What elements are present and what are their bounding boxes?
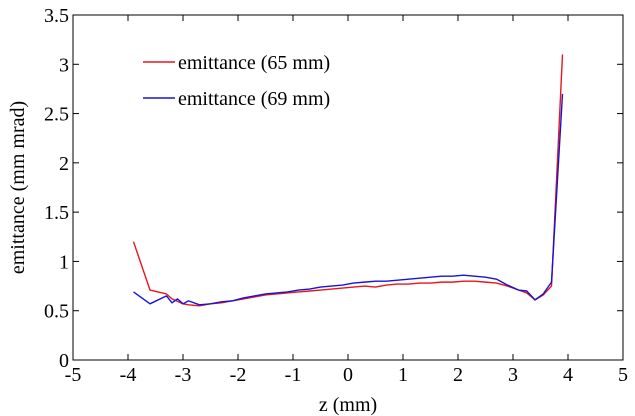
- axes-layer: -5 -4 -3 -2 -1 0 1 2 3 4 5 0 0.5 1 1.5 2 2.5 3 3.5: [44, 5, 628, 386]
- y-tick-label: 0: [59, 350, 69, 372]
- x-tick-label: 3: [508, 364, 518, 386]
- y-tick-label: 2.5: [44, 104, 69, 126]
- x-tick-label: 1: [398, 364, 408, 386]
- plot-frame: [72, 14, 624, 361]
- y-tick-label: 1: [59, 251, 69, 273]
- y-tick-label: 3: [59, 54, 69, 76]
- legend-label-1: emittance (65 mm): [178, 52, 330, 74]
- plot-area: [72, 14, 624, 361]
- x-tick-label: -2: [230, 364, 247, 386]
- x-tick-label: 5: [618, 364, 628, 386]
- x-tick-label: 4: [563, 364, 573, 386]
- y-tick-label: 2: [59, 153, 69, 175]
- x-tick-label: 2: [453, 364, 463, 386]
- y-tick-label: 0.5: [44, 301, 69, 323]
- x-axis-label: z (mm): [319, 394, 377, 416]
- legend: emittance (65 mm) emittance (69 mm): [143, 52, 330, 110]
- x-tick-label: -1: [285, 364, 302, 386]
- legend-label-2: emittance (69 mm): [178, 88, 330, 110]
- series-line-2: [133, 93, 564, 306]
- x-tick-label: -5: [65, 364, 82, 386]
- y-axis-label: emittance (mm mrad): [7, 101, 29, 274]
- series-layer: [132, 54, 564, 307]
- y-tick-label: 3.5: [44, 5, 69, 27]
- y-tick-label: 1.5: [44, 202, 69, 224]
- x-tick-label: -4: [120, 364, 137, 386]
- x-tick-label: 0: [343, 364, 353, 386]
- x-tick-label: -3: [175, 364, 192, 386]
